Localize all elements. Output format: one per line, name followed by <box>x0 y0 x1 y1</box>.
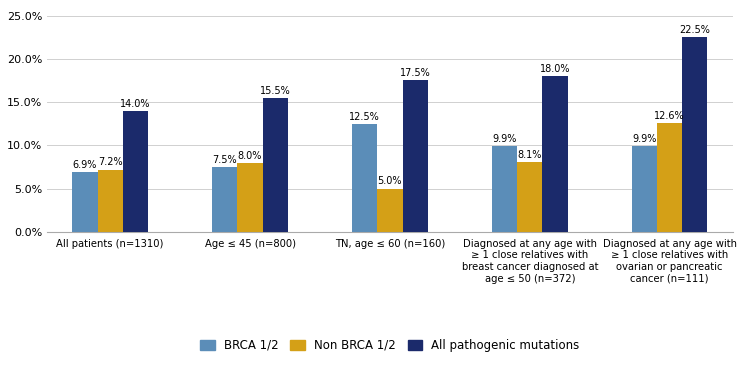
Bar <box>237 163 263 232</box>
Bar <box>123 111 148 232</box>
Text: 6.9%: 6.9% <box>73 160 97 170</box>
Text: 12.6%: 12.6% <box>654 111 685 121</box>
Text: 17.5%: 17.5% <box>400 68 431 78</box>
Text: 18.0%: 18.0% <box>540 64 570 74</box>
Bar <box>632 146 657 232</box>
Bar <box>377 188 403 232</box>
Bar <box>403 80 428 232</box>
Text: 9.9%: 9.9% <box>633 134 657 144</box>
Text: 8.0%: 8.0% <box>238 150 262 160</box>
Text: 5.0%: 5.0% <box>378 177 402 187</box>
Text: 12.5%: 12.5% <box>349 111 380 122</box>
Bar <box>263 98 288 232</box>
Bar <box>542 76 568 232</box>
Legend: BRCA 1/2, Non BRCA 1/2, All pathogenic mutations: BRCA 1/2, Non BRCA 1/2, All pathogenic m… <box>196 334 584 356</box>
Bar <box>517 162 542 232</box>
Text: 9.9%: 9.9% <box>492 134 517 144</box>
Bar <box>682 37 708 232</box>
Bar <box>492 146 517 232</box>
Text: 22.5%: 22.5% <box>679 25 710 35</box>
Bar <box>212 167 237 232</box>
Bar <box>72 172 98 232</box>
Bar <box>657 123 682 232</box>
Text: 7.2%: 7.2% <box>98 157 123 168</box>
Bar <box>98 169 123 232</box>
Text: 14.0%: 14.0% <box>120 99 151 108</box>
Text: 7.5%: 7.5% <box>212 155 237 165</box>
Bar <box>352 124 377 232</box>
Text: 15.5%: 15.5% <box>260 86 291 96</box>
Text: 8.1%: 8.1% <box>517 150 542 160</box>
